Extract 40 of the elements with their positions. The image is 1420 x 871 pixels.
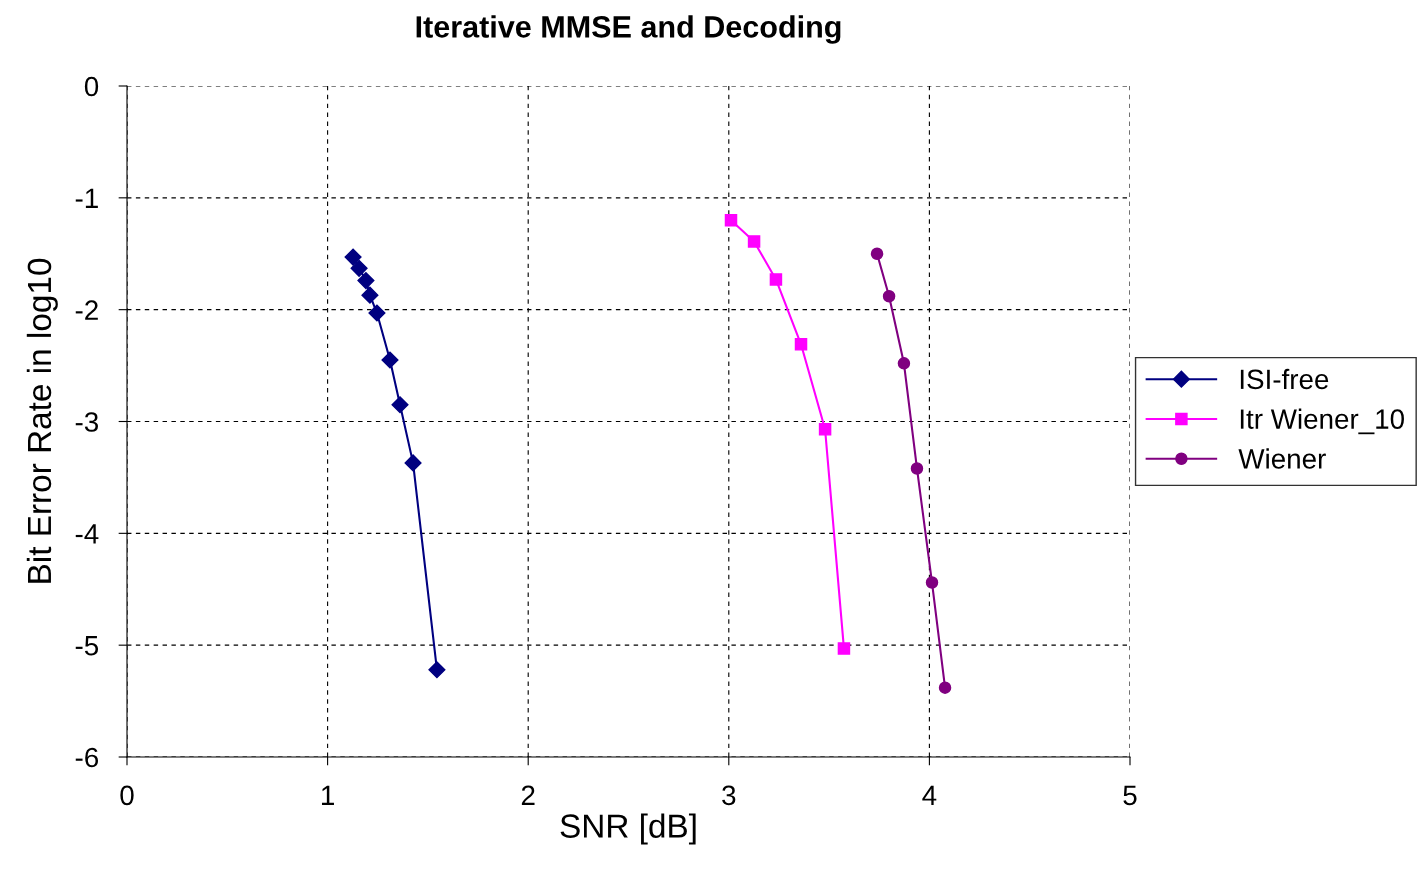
point [747,235,761,248]
point [837,642,851,655]
point [818,423,832,436]
legend-label: ISI-free [1240,368,1329,390]
y-tick-label: -5 [75,636,99,656]
x-tick-label: 0 [120,785,134,806]
point [381,351,399,369]
y-tick-label: -2 [75,300,98,320]
point [350,259,368,277]
y-tick-label: -6 [75,747,98,768]
point [910,462,924,475]
point [925,576,939,589]
x-tick-label: 1 [321,785,334,805]
point [724,213,738,227]
x-tick-label: 3 [722,785,736,806]
y-tick-label: -4 [75,524,99,544]
point [344,248,362,266]
point [404,454,422,472]
x-tick-label: 4 [922,785,937,805]
y-tick-label: 0 [84,76,99,97]
legend-label: Itr Wiener_10 [1240,408,1404,435]
y-tick-label: -3 [75,412,98,432]
point [938,681,952,694]
point [769,273,783,286]
point [428,661,446,679]
point [794,338,808,351]
y-axis-title: Bit Error Rate in log10 [26,258,58,583]
x-tick-label: 5 [1123,785,1137,806]
point [361,286,379,304]
x-axis-title: SNR [dB] [560,813,696,845]
legend-label: Wiener [1238,448,1326,469]
point [391,396,409,414]
point [368,304,386,322]
point [882,289,896,303]
y-tick-label: -1 [75,188,98,208]
chart-title: Iterative MMSE and Decoding [416,15,841,44]
point [897,357,911,370]
x-tick-label: 2 [521,785,535,805]
point [357,272,375,290]
point [870,247,884,261]
